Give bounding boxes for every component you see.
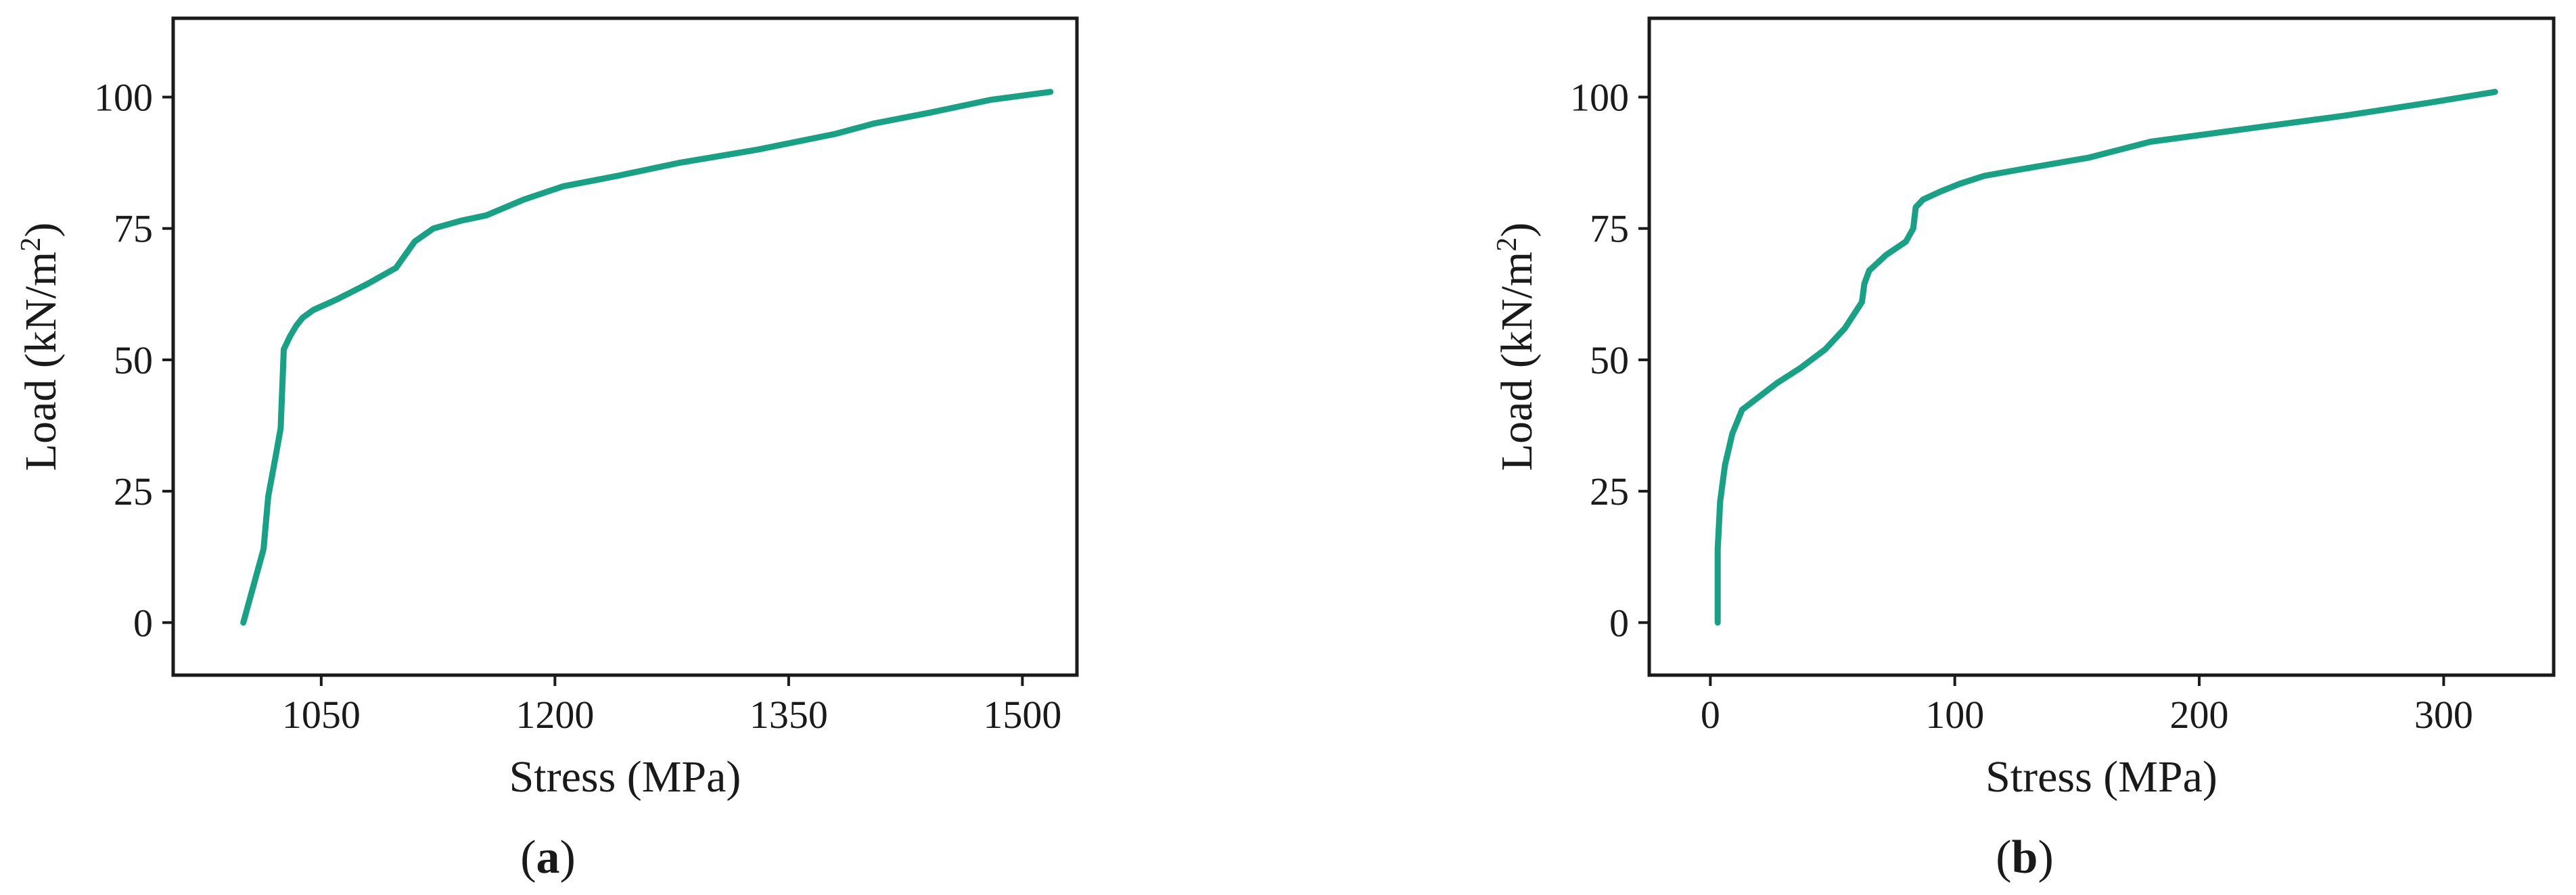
y-tick-label: 50 (1590, 338, 1629, 382)
x-tick-label: 300 (2414, 693, 2473, 737)
x-axis-label: Stress (MPa) (1985, 752, 2217, 802)
y-axis-label: Load (kN/m2) (1492, 223, 1542, 471)
y-axis-label-superscript: 2 (1492, 237, 1523, 252)
y-axis-label-text: Load (kN/m (16, 252, 66, 471)
x-tick-label: 1200 (515, 693, 594, 737)
x-tick-label: 0 (1701, 693, 1720, 737)
y-axis-label: Load (kN/m2) (16, 223, 66, 471)
series-line (1714, 89, 2498, 626)
panel-letter: b (2012, 831, 2038, 883)
panel-letter: a (536, 831, 560, 883)
y-tick-label: 50 (114, 338, 153, 382)
x-tick-label: 200 (2170, 693, 2229, 737)
y-tick-label: 25 (114, 469, 153, 513)
x-tick-label: 1350 (750, 693, 828, 737)
y-axis-label-text: Load (kN/m (1492, 252, 1542, 471)
panel-caption: (a) (520, 831, 576, 883)
y-tick-label: 0 (1609, 601, 1629, 645)
panel-a: 1050 1200 1350 1500 0 25 50 75 100 Stress (MPa) Lo… (16, 16, 1079, 883)
y-tick-label: 100 (94, 76, 153, 120)
y-tick-label: 75 (114, 207, 153, 251)
y-axis-label-close: ) (16, 223, 66, 237)
y-axis-label-superscript: 2 (16, 237, 47, 252)
y-axis-label-close: ) (1492, 223, 1542, 237)
x-tick-label: 100 (1925, 693, 1984, 737)
y-tick-label: 25 (1590, 469, 1629, 513)
x-tick-label: 1500 (983, 693, 1061, 737)
y-tick-label: 100 (1570, 76, 1629, 120)
y-tick-label: 75 (1590, 207, 1629, 251)
panel-caption: (b) (1996, 831, 2054, 883)
series-line (240, 89, 1054, 626)
x-axis-label: Stress (MPa) (509, 752, 741, 802)
y-tick-label: 0 (133, 601, 153, 645)
x-tick-label: 1050 (282, 693, 361, 737)
plot-frame (1647, 16, 2556, 677)
plot-frame (171, 16, 1079, 677)
